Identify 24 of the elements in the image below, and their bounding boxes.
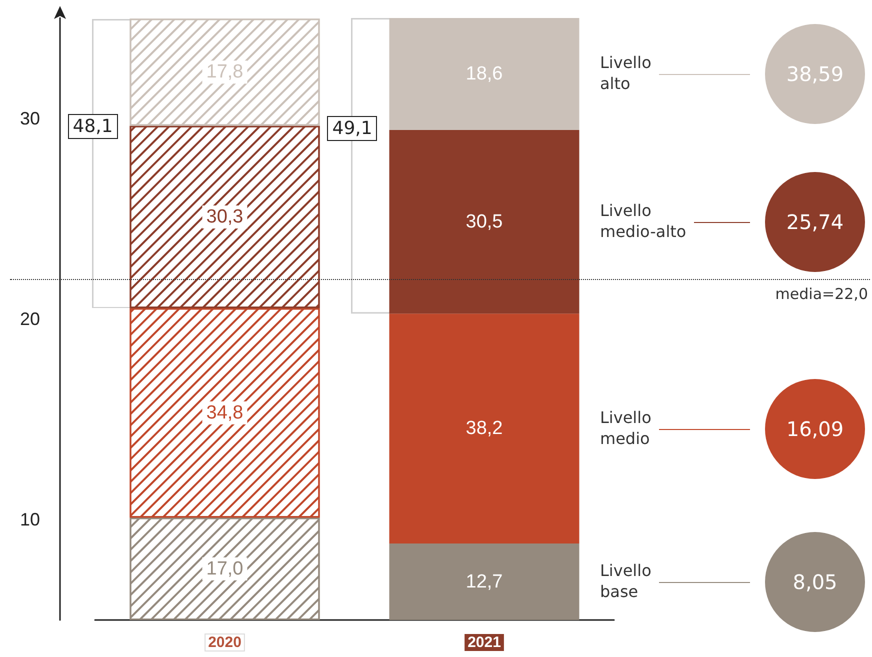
y-tick-label: 20 [20, 309, 40, 329]
y-tick-label: 10 [20, 510, 40, 530]
text: 25,74 [785, 210, 845, 234]
data-label: 17,0 [206, 558, 244, 580]
ref-line-label: media=22,0 [775, 284, 868, 303]
y-tick-label: 30 [20, 108, 40, 128]
data-label: 12,7 [466, 571, 503, 592]
series-label: Livello base [600, 560, 652, 602]
data-label: 30,3 [206, 206, 244, 228]
x-tick-label: 2021 [468, 634, 501, 651]
series-label: Livello medio [600, 406, 652, 449]
annotation: 48,1 [68, 114, 118, 140]
text: 38,59 [785, 62, 845, 86]
text: 16,09 [785, 416, 845, 441]
series-label: Livello alto [600, 52, 652, 94]
annotation: 49,1 [327, 116, 378, 141]
legend-label: Livello medio-alto [600, 200, 686, 242]
data-label: 17,8 [206, 62, 244, 83]
text: 8,05 [792, 570, 838, 594]
data-label: 38,2 [466, 418, 503, 440]
data-label: 34,8 [206, 402, 244, 424]
data-label: 18,6 [466, 63, 503, 84]
data-label: 30,5 [466, 211, 503, 232]
x-tick-label: 2020 [208, 634, 242, 651]
